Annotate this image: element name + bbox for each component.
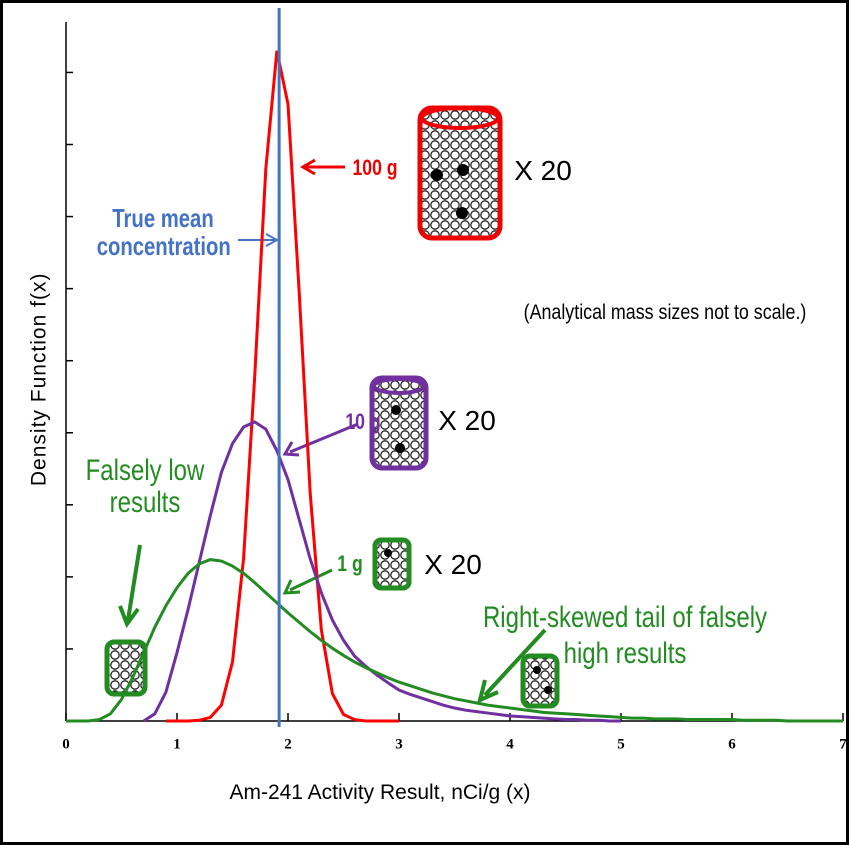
x-tick-label: 4 bbox=[506, 736, 514, 752]
x-tick-label: 2 bbox=[284, 736, 292, 752]
series-label: 10 g bbox=[339, 410, 387, 434]
multiplier-label: X 20 bbox=[418, 550, 488, 580]
x-tick-label: 0 bbox=[62, 736, 70, 752]
page: 0 1 2 3 4 5 6 7 Density Function f(x) Am-241 Ac… bbox=[0, 0, 849, 845]
annotation: (Analytical mass sizes not to scale.) bbox=[499, 302, 831, 325]
annotation: Right-skewed tail of falsely high result… bbox=[469, 600, 781, 672]
x-tick-label: 6 bbox=[728, 736, 736, 752]
icon-low bbox=[107, 642, 145, 694]
multiplier-label: X 20 bbox=[432, 406, 502, 436]
icon-1g bbox=[375, 540, 409, 588]
series-label: 1 g bbox=[330, 552, 370, 576]
x-axis-label: Am-241 Activity Result, nCi/g (x) bbox=[150, 782, 610, 805]
x-tick-label: 1 bbox=[173, 736, 181, 752]
icon-100g bbox=[420, 108, 500, 238]
x-tick-label: 3 bbox=[395, 736, 403, 752]
mean-label: True mean concentration bbox=[97, 204, 230, 260]
multiplier-label: X 20 bbox=[508, 156, 578, 186]
y-axis-label: Density Function f(x) bbox=[29, 259, 52, 499]
chart: 0 1 2 3 4 5 6 7 bbox=[0, 0, 849, 845]
x-tick-label: 7 bbox=[839, 736, 847, 752]
x-tick-label: 5 bbox=[617, 736, 625, 752]
series-label: 100 g bbox=[347, 156, 403, 180]
density-curve bbox=[166, 51, 399, 721]
annotation: Falsely low results bbox=[73, 455, 217, 520]
